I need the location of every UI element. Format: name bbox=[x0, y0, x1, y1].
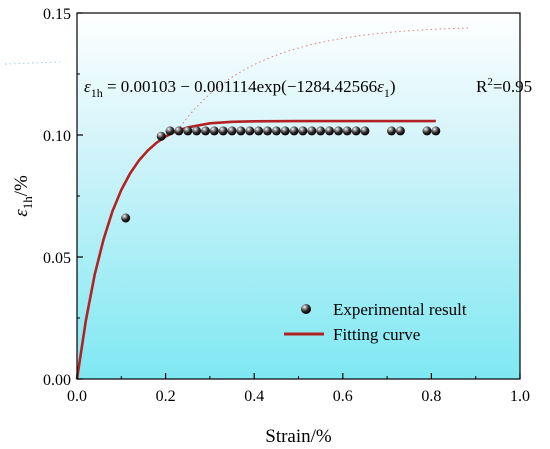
x-tick-label: 0.0 bbox=[67, 388, 87, 405]
experimental-point bbox=[351, 126, 361, 136]
legend: Experimental result Fitting curve bbox=[284, 300, 467, 344]
experimental-point bbox=[307, 126, 317, 136]
experimental-point bbox=[192, 126, 202, 136]
experimental-point bbox=[263, 126, 272, 136]
experimental-point bbox=[289, 126, 299, 136]
experimental-point bbox=[316, 126, 326, 136]
experimental-point bbox=[156, 131, 166, 141]
experimental-point bbox=[333, 126, 343, 136]
experimental-point bbox=[165, 126, 175, 136]
x-axis-title: Strain/% bbox=[265, 426, 332, 447]
x-tick-label: 0.2 bbox=[156, 388, 176, 405]
experimental-point bbox=[431, 126, 441, 136]
experimental-point bbox=[422, 126, 432, 136]
y-tick-label: 0.05 bbox=[43, 250, 71, 267]
experimental-point bbox=[271, 126, 281, 136]
experimental-point bbox=[209, 126, 219, 136]
experimental-point bbox=[360, 126, 370, 136]
experimental-point bbox=[280, 126, 290, 136]
experimental-point bbox=[298, 126, 308, 136]
fit-equation: ε1h = 0.00103 − 0.001114exp(−1284.42566ε… bbox=[84, 77, 396, 100]
background-dotted-trace bbox=[179, 27, 471, 128]
x-tick-label: 0.6 bbox=[333, 388, 353, 405]
experimental-point bbox=[201, 126, 210, 136]
experimental-point bbox=[254, 126, 264, 136]
x-tick-label: 0.8 bbox=[421, 388, 441, 405]
legend-label-experimental: Experimental result bbox=[333, 300, 467, 319]
y-tick-label: 0.00 bbox=[43, 372, 71, 389]
experimental-point bbox=[395, 126, 405, 136]
experimental-point bbox=[325, 126, 334, 136]
legend-label-fitting: Fitting curve bbox=[333, 325, 420, 344]
experimental-point bbox=[245, 126, 255, 136]
experimental-point bbox=[121, 213, 131, 223]
background-dotted-trace-2 bbox=[4, 61, 61, 65]
experimental-point bbox=[342, 126, 352, 136]
y-tick-label: 0.10 bbox=[43, 128, 71, 145]
r-squared-label: R2=0.95 bbox=[476, 76, 532, 96]
y-axis-title: ε1h/% bbox=[11, 175, 35, 217]
x-tick-label: 1.0 bbox=[510, 388, 530, 405]
experimental-point bbox=[218, 126, 228, 136]
experimental-point bbox=[174, 126, 184, 136]
experimental-point bbox=[227, 126, 237, 136]
y-tick-label: 0.15 bbox=[43, 6, 71, 23]
experimental-point bbox=[387, 126, 396, 136]
plot-background bbox=[77, 13, 520, 379]
experimental-point bbox=[236, 126, 246, 136]
legend-marker-experimental bbox=[301, 304, 311, 314]
experimental-point bbox=[183, 126, 193, 136]
x-tick-label: 0.4 bbox=[244, 388, 264, 405]
